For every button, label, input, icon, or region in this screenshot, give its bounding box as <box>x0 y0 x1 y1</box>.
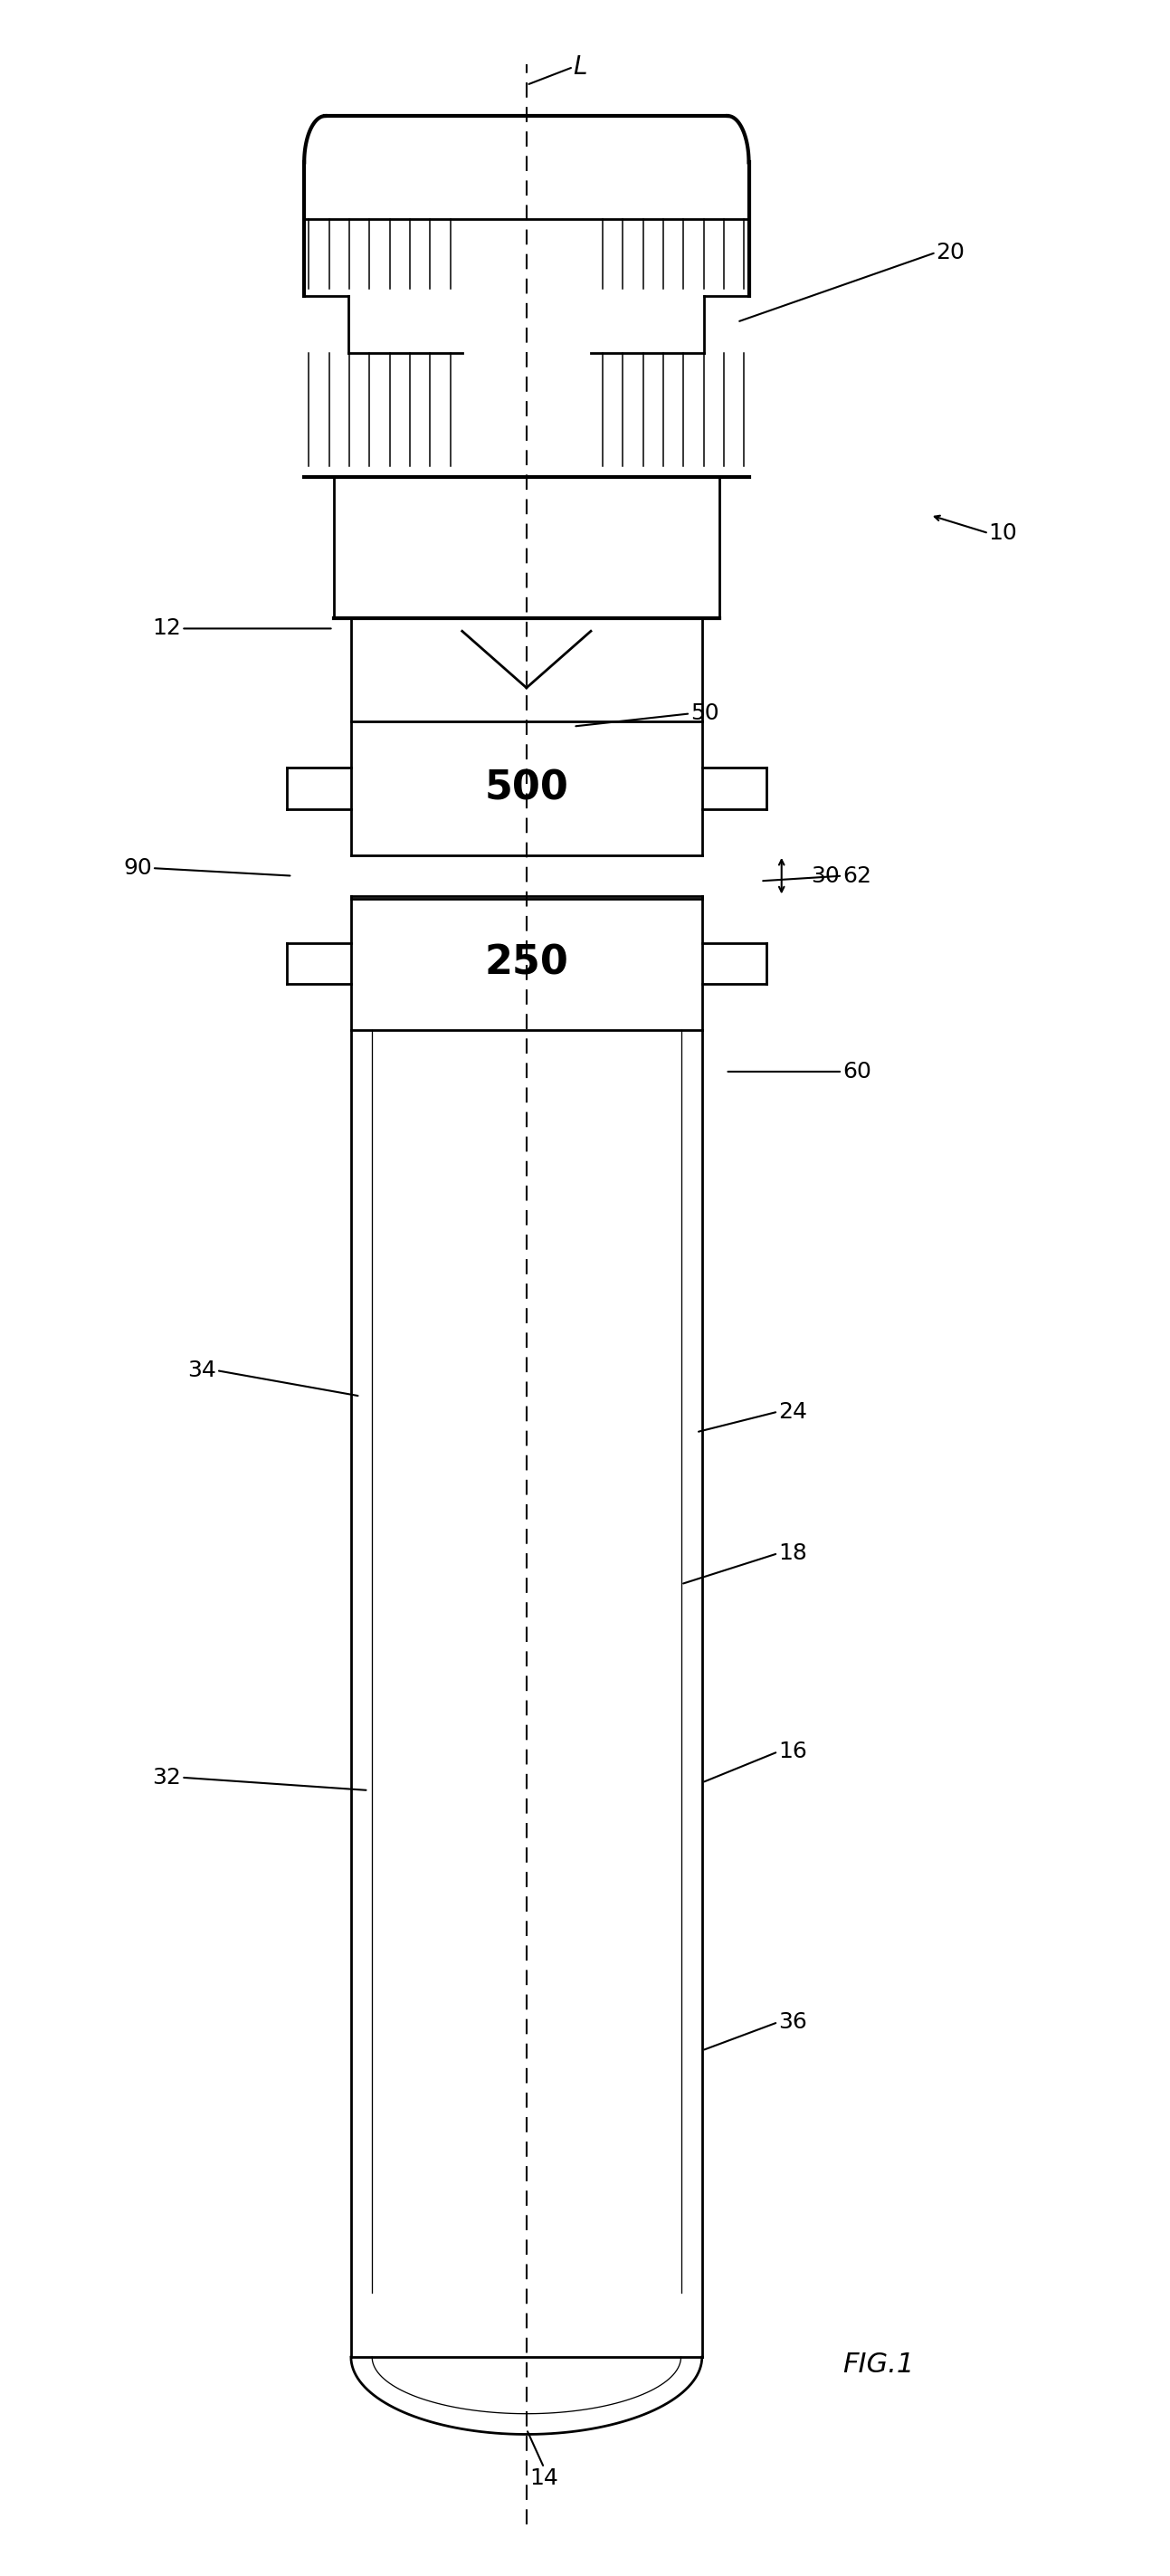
Text: 62: 62 <box>842 866 872 886</box>
Text: 18: 18 <box>778 1543 807 1564</box>
Text: FIG.1: FIG.1 <box>842 2352 914 2378</box>
Text: 90: 90 <box>123 858 152 878</box>
Text: 30: 30 <box>811 866 840 886</box>
Text: 24: 24 <box>778 1401 807 1422</box>
Text: 250: 250 <box>484 943 569 984</box>
Text: 32: 32 <box>152 1767 181 1788</box>
Text: L: L <box>573 54 587 80</box>
Text: 60: 60 <box>842 1061 872 1082</box>
Text: 16: 16 <box>778 1741 807 1762</box>
Text: 12: 12 <box>152 618 181 639</box>
Text: 10: 10 <box>989 523 1018 544</box>
Text: 500: 500 <box>484 768 569 809</box>
Text: 34: 34 <box>187 1360 216 1381</box>
Text: 36: 36 <box>778 2012 807 2032</box>
Text: 20: 20 <box>936 242 965 263</box>
Text: 50: 50 <box>690 703 718 724</box>
Text: 14: 14 <box>530 2468 558 2488</box>
